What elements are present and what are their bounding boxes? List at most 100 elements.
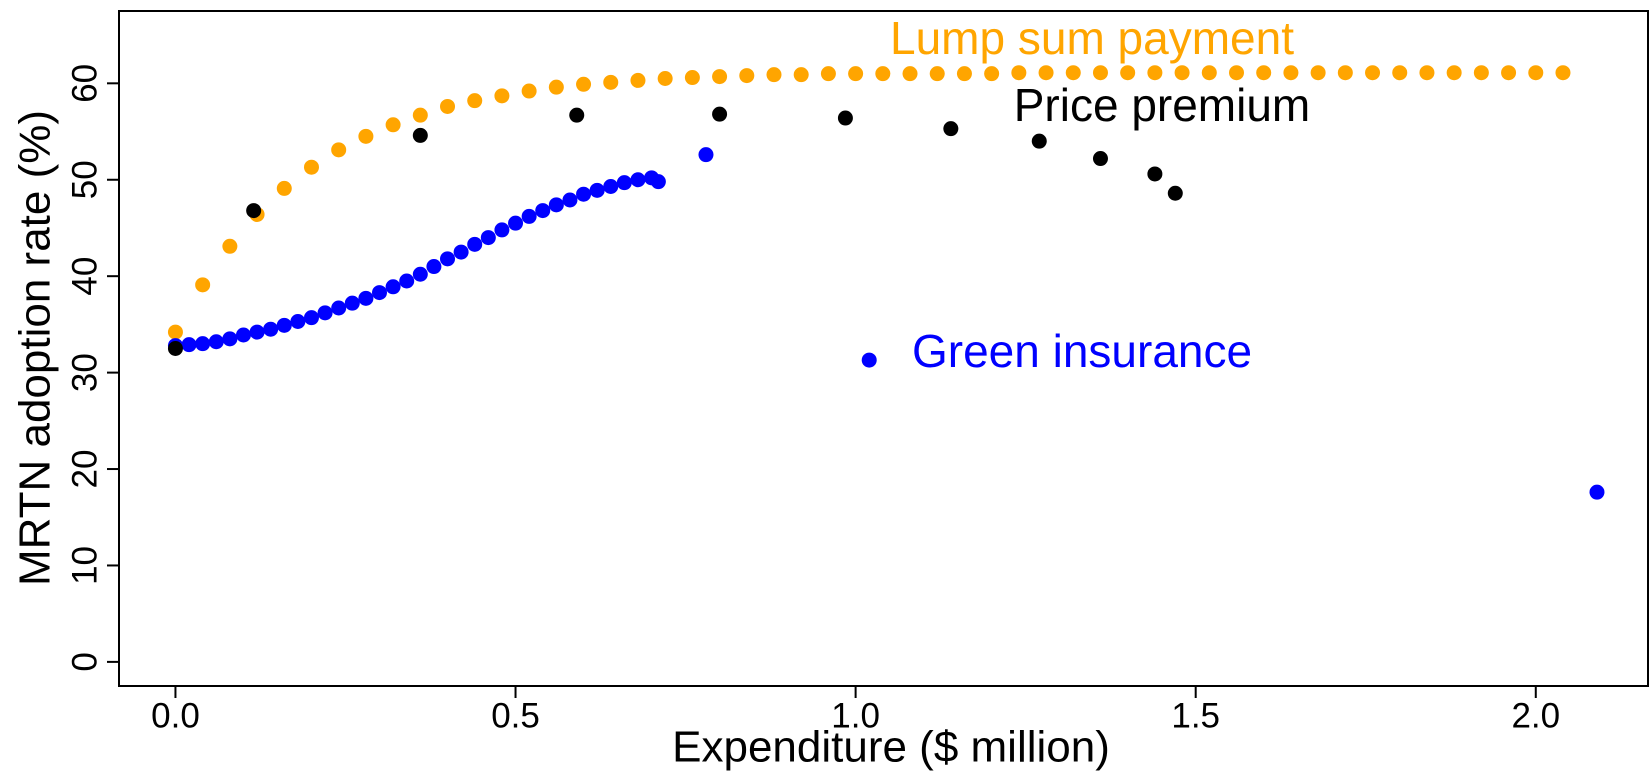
point xyxy=(1446,65,1462,81)
point xyxy=(276,180,292,196)
point xyxy=(1201,65,1217,81)
point xyxy=(480,230,496,246)
plot-frame xyxy=(118,10,1649,687)
y-tick-label: 20 xyxy=(65,450,104,489)
point xyxy=(902,66,918,82)
x-tick-label: 2.0 xyxy=(1511,696,1560,735)
point xyxy=(195,277,211,293)
point xyxy=(630,72,646,88)
point xyxy=(222,238,238,254)
point xyxy=(246,203,262,219)
point xyxy=(317,305,333,321)
point xyxy=(1147,166,1163,182)
x-axis-title: Expenditure ($ million) xyxy=(672,723,1110,772)
point xyxy=(181,337,197,353)
point xyxy=(712,69,728,85)
y-tick-label: 30 xyxy=(65,353,104,392)
point xyxy=(861,352,877,368)
point xyxy=(1337,65,1353,81)
point xyxy=(1031,133,1047,149)
point xyxy=(1167,185,1183,201)
point xyxy=(331,142,347,158)
point xyxy=(453,244,469,260)
point xyxy=(1473,65,1489,81)
point xyxy=(426,259,442,275)
point xyxy=(630,172,646,188)
point xyxy=(494,222,510,238)
point xyxy=(249,324,265,340)
point xyxy=(698,147,714,163)
y-tick-label: 50 xyxy=(65,160,104,199)
point xyxy=(875,66,891,82)
point xyxy=(657,71,673,86)
point xyxy=(548,197,564,213)
point xyxy=(521,83,537,99)
y-tick-label: 40 xyxy=(65,257,104,296)
y-axis-title: MRTN adoption rate (%) xyxy=(11,110,60,586)
point xyxy=(399,273,415,289)
point xyxy=(440,98,456,114)
point xyxy=(467,236,483,252)
point xyxy=(222,331,238,347)
point xyxy=(1392,65,1408,81)
point xyxy=(569,107,585,123)
y-tick-label: 10 xyxy=(65,546,104,585)
point xyxy=(358,290,374,306)
point xyxy=(344,295,360,311)
point xyxy=(195,336,211,352)
point xyxy=(440,251,456,267)
point xyxy=(848,66,864,82)
point xyxy=(358,128,374,144)
point xyxy=(739,68,755,84)
point xyxy=(494,88,510,104)
series-label: Lump sum payment xyxy=(890,12,1294,64)
point xyxy=(303,310,319,326)
point xyxy=(167,324,183,340)
point xyxy=(290,314,306,329)
x-tick-label: 0.0 xyxy=(151,696,200,735)
point xyxy=(167,341,183,356)
point xyxy=(1011,65,1027,81)
point xyxy=(616,175,632,191)
point xyxy=(562,192,578,208)
point xyxy=(263,321,279,337)
point xyxy=(837,110,853,126)
point xyxy=(1365,65,1381,81)
point xyxy=(535,203,551,219)
point xyxy=(820,66,836,82)
point xyxy=(984,66,1000,82)
point xyxy=(650,174,666,190)
point xyxy=(303,159,319,175)
point xyxy=(276,317,292,333)
point xyxy=(712,106,728,122)
point xyxy=(1256,65,1272,81)
x-tick-label: 1.0 xyxy=(831,696,880,735)
point xyxy=(1555,65,1571,81)
point xyxy=(1120,65,1136,81)
series-label: Price premium xyxy=(1014,79,1311,131)
point xyxy=(1229,65,1245,81)
point xyxy=(766,67,782,83)
point xyxy=(235,327,251,343)
point xyxy=(1419,65,1435,81)
point xyxy=(793,67,809,83)
point xyxy=(1528,65,1544,81)
point xyxy=(576,76,592,92)
x-tick-label: 1.5 xyxy=(1171,696,1220,735)
point xyxy=(1065,65,1081,81)
point xyxy=(1310,65,1326,81)
point xyxy=(1092,151,1108,167)
point xyxy=(576,186,592,202)
y-tick-label: 0 xyxy=(65,652,104,671)
y-tick-label: 60 xyxy=(65,64,104,103)
point xyxy=(412,127,428,143)
point xyxy=(1147,65,1163,81)
point xyxy=(956,66,972,82)
point xyxy=(943,121,959,137)
point xyxy=(208,334,224,350)
point xyxy=(1501,65,1517,81)
point xyxy=(1038,65,1054,81)
x-tick-label: 0.5 xyxy=(491,696,540,735)
